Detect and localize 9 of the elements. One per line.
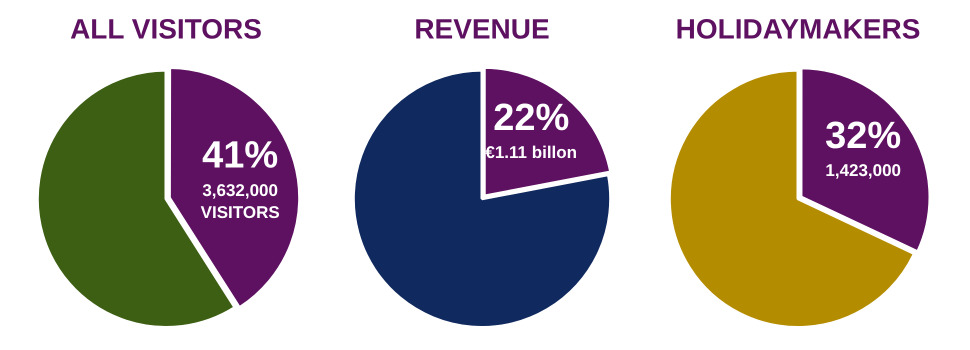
data-label: 32% [825, 114, 902, 157]
data-label: 41% [202, 134, 278, 177]
chart-title: ALL VISITORS [70, 14, 262, 45]
chart-title: HOLIDAYMAKERS [676, 14, 920, 45]
text: €1.11 billon [485, 142, 578, 162]
text: 3,632,000 VISITORS [200, 180, 280, 222]
text: 1,423,000 [825, 161, 902, 180]
chart-title: REVENUE [414, 14, 550, 45]
data-label: 22% [493, 96, 570, 139]
